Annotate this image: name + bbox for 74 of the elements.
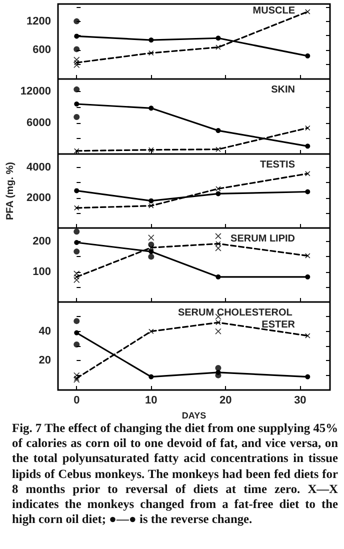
point: [74, 18, 80, 24]
y-tick-label: 600: [32, 44, 51, 56]
point: [148, 106, 154, 111]
y-tick-label: 4000: [26, 162, 51, 174]
text: SKIN: [271, 84, 295, 96]
point: [305, 144, 310, 149]
point: [148, 328, 154, 334]
point: [215, 233, 222, 240]
point: [74, 62, 80, 68]
point: [216, 128, 221, 134]
point: [74, 148, 80, 154]
caption: Fig. 7 The effect of changing the diet from one supplying 45% of calories as corn oil to one devoid of fat, and vice versa, on the total polyunsaturated fatty acid concentrations in tissue lipids of Cebus monkeys. The monkeys had been fed diets for 8 months prior to reversal of diets at time zero. X—X indicates the monkeys changed from a fat-free diet to the high corn oil diet; ●—● is the reverse change.: [12, 421, 338, 528]
point: [148, 254, 154, 260]
point: [148, 203, 154, 208]
text: SERUM CHOLESTEROL ESTER: [178, 308, 296, 330]
point: [216, 320, 221, 326]
point: [74, 86, 80, 92]
point: [148, 234, 154, 241]
y-tick-label: 40: [38, 325, 51, 338]
point: [305, 274, 310, 280]
x-tick-label: 0: [74, 394, 80, 406]
point: [305, 333, 310, 338]
point: [148, 249, 154, 254]
point: [305, 125, 310, 130]
point: [148, 198, 154, 204]
point: [74, 60, 80, 66]
point: [305, 9, 310, 14]
point: [74, 205, 80, 210]
point: [305, 253, 310, 258]
point: [74, 274, 80, 280]
y-tick-label: 100: [32, 266, 51, 278]
y-tick-label: 6000: [26, 116, 51, 129]
y-tick-label: 200: [32, 236, 51, 248]
x-tick-label: 10: [145, 394, 158, 406]
point: [74, 342, 80, 348]
y-tick-label: 12000: [20, 86, 51, 98]
text: TESTIS: [260, 160, 296, 170]
point: [148, 38, 154, 43]
point: [74, 228, 80, 235]
point: [216, 186, 221, 192]
x-tick-label: 30: [294, 394, 306, 406]
point: [74, 248, 80, 255]
point: [215, 245, 222, 252]
line-series: [74, 171, 310, 210]
point: [305, 53, 310, 58]
chart-title: MUSCLE: [252, 6, 296, 16]
point: [148, 50, 154, 56]
point: [74, 114, 80, 120]
point: [74, 188, 80, 194]
point: [216, 44, 221, 50]
point: [74, 102, 80, 106]
y-tick-label: 20: [38, 354, 51, 367]
y-axis-title: PFA (mg. %): [5, 162, 16, 220]
x-tick-label: 20: [220, 394, 232, 406]
point: [74, 276, 80, 283]
point: [216, 370, 221, 375]
x-axis-title: DAYS: [182, 410, 206, 420]
text: SERUM LIPID: [230, 234, 295, 244]
point: [215, 328, 222, 334]
point: [305, 189, 310, 194]
point: [148, 147, 154, 152]
point: [74, 318, 80, 324]
point: [74, 46, 80, 52]
y-tick-label: 2000: [26, 192, 51, 204]
point: [216, 191, 221, 196]
point: [216, 274, 221, 280]
point: [216, 36, 221, 41]
point: [148, 245, 154, 250]
point: [216, 146, 221, 152]
point: [216, 241, 221, 246]
point: [305, 374, 310, 380]
point: [148, 374, 154, 380]
y-tick-label: 1200: [26, 15, 51, 28]
point: [305, 171, 310, 176]
